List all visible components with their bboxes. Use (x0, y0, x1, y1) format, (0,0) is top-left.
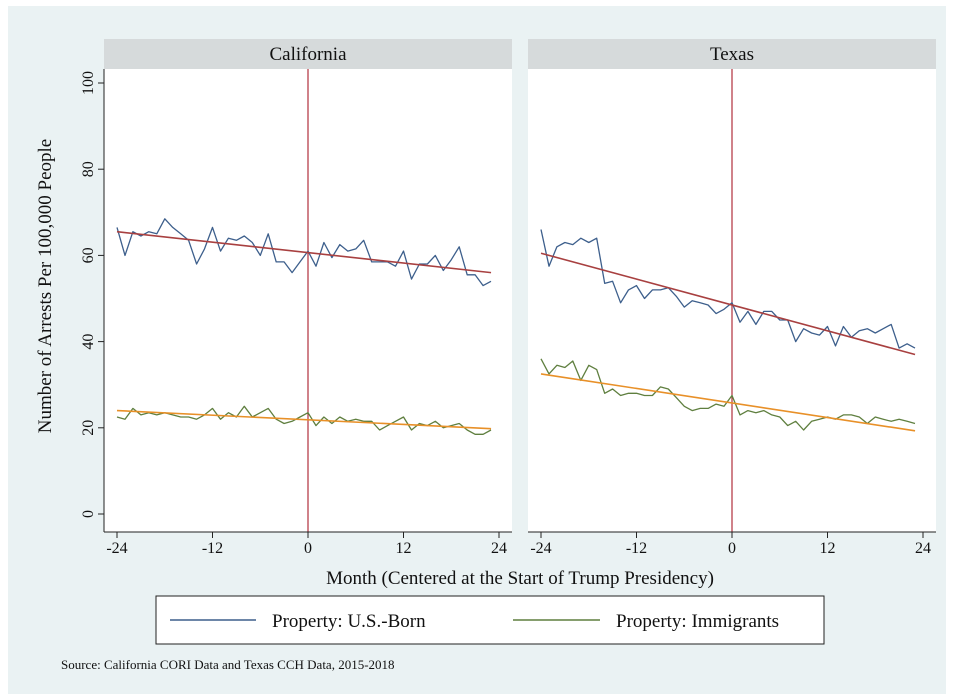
panel-title-california: California (269, 44, 347, 65)
figure: California 0 20 40 60 80 100 -24 -12 0 12 24 Texas -2… (8, 6, 946, 694)
x-tick-label-california--12: -12 (202, 540, 223, 557)
fit-line-california-us-born (116, 230, 492, 274)
x-tick-label-california-12: 12 (396, 540, 412, 557)
series-line-california-us-born (116, 218, 492, 287)
y-tick-label-100: 100 (80, 71, 97, 95)
legend-label-immigrants: Property: Immigrants (616, 611, 779, 632)
x-tick-label-texas-12: 12 (820, 540, 836, 557)
fit-line-texas-us-born (540, 252, 916, 356)
panel-title-texas: Texas (710, 44, 754, 65)
panels-layer: California 0 20 40 60 80 100 -24 -12 0 12 24 Texas -2… (80, 39, 936, 557)
series-line-texas-us-born (540, 229, 916, 349)
fit-line-texas-immigrants (540, 373, 916, 432)
series-line-texas-immigrants (540, 358, 916, 431)
y-tick-label-40: 40 (80, 334, 97, 350)
legend: Property: U.S.-Born Property: Immigrants (155, 595, 825, 645)
panel-strip-texas (528, 39, 936, 69)
y-tick-label-60: 60 (80, 247, 97, 263)
y-tick-label-0: 0 (80, 510, 97, 518)
legend-label-us-born: Property: U.S.-Born (272, 611, 426, 632)
x-tick-label-texas-0: 0 (728, 540, 736, 557)
x-tick-label-california--24: -24 (106, 540, 127, 557)
x-tick-label-california-24: 24 (491, 540, 507, 557)
x-axis-label: Month (Centered at the Start of Trump Pr… (326, 568, 714, 589)
y-axis-label: Number of Arrests Per 100,000 People (35, 139, 56, 433)
legend-box (155, 595, 825, 645)
x-tick-label-texas-24: 24 (915, 540, 931, 557)
y-tick-label-80: 80 (80, 161, 97, 177)
x-tick-label-texas--12: -12 (626, 540, 647, 557)
x-tick-label-california-0: 0 (304, 540, 312, 557)
panel-texas: Texas -24 -12 0 12 24 (528, 39, 936, 557)
source-note: Source: California CORI Data and Texas C… (61, 657, 395, 672)
x-tick-label-texas--24: -24 (530, 540, 551, 557)
chart-svg: California 0 20 40 60 80 100 -24 -12 0 12 24 Texas -2… (35, 39, 936, 672)
fit-line-california-immigrants (116, 409, 492, 430)
panel-california: California 0 20 40 60 80 100 -24 -12 0 12 24 (80, 39, 512, 557)
panel-strip-california (104, 39, 512, 69)
y-tick-label-20: 20 (80, 420, 97, 436)
